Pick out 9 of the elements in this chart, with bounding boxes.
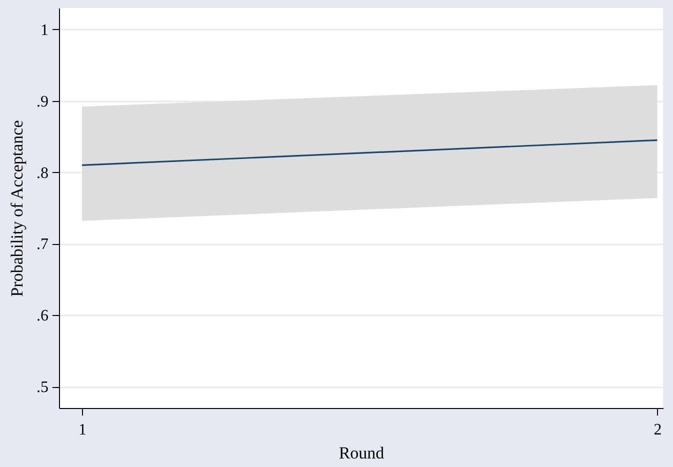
y-tick-label: .5 [36, 379, 48, 396]
y-tick-label: .8 [36, 164, 48, 182]
x-tick-label: 2 [654, 422, 662, 438]
x-axis-title: Round [338, 444, 385, 462]
y-tick-label: .9 [36, 93, 48, 110]
y-tick-label: 1 [40, 22, 48, 39]
y-tick-label: .6 [36, 308, 48, 325]
y-axis-title: Probability of Acceptance [8, 120, 26, 297]
y-tick-label: .7 [36, 236, 48, 254]
